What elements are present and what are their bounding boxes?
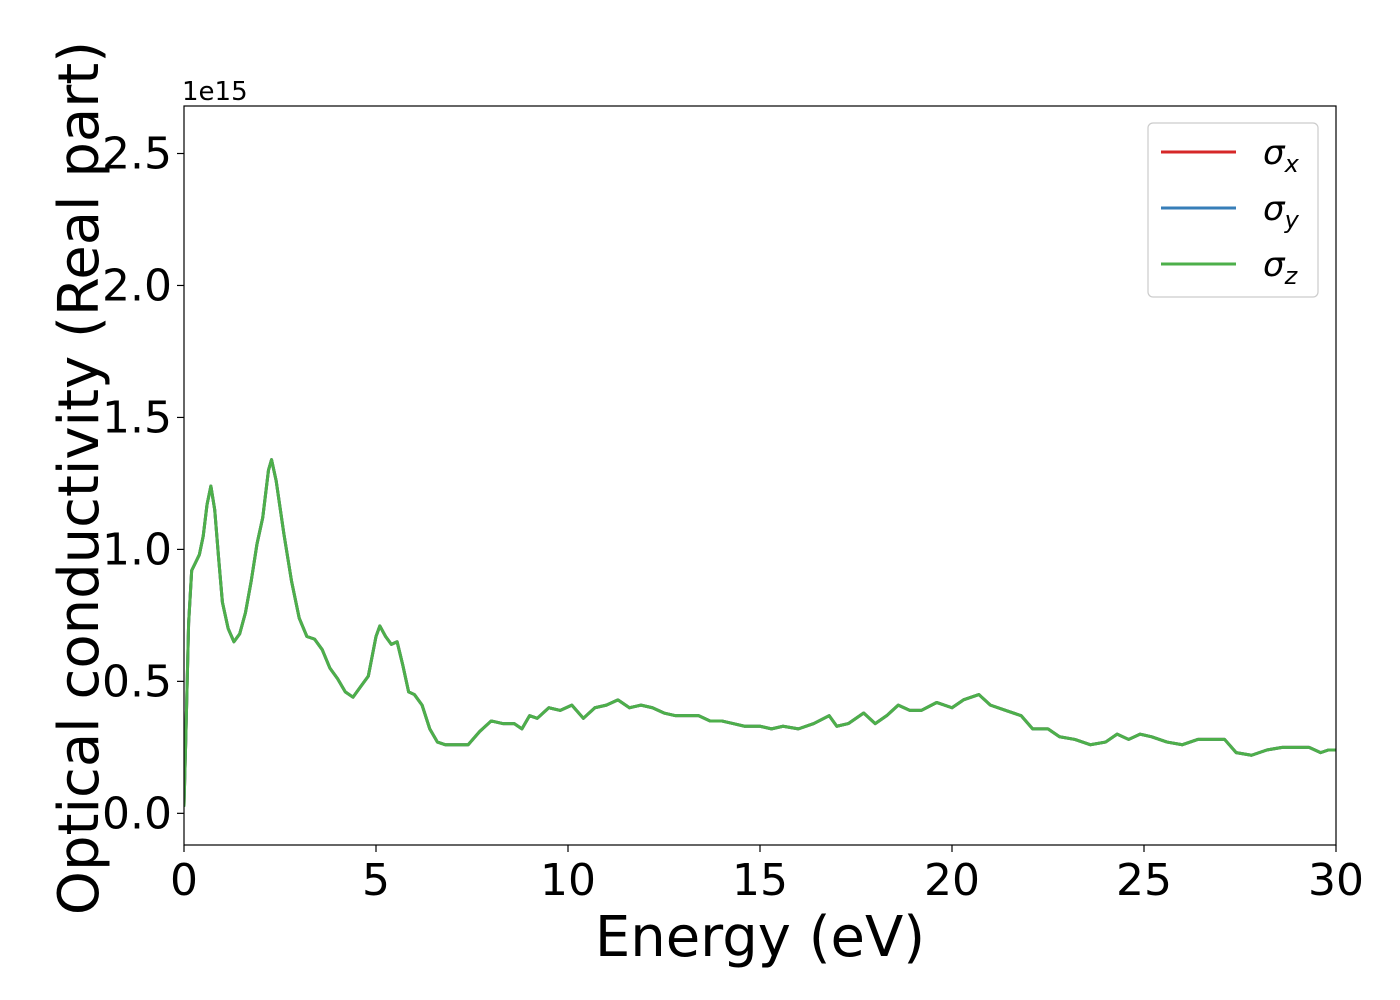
- x-tick-label: 25: [1116, 855, 1172, 906]
- legend-label-sigma-z: σz: [1263, 245, 1299, 290]
- x-tick-label: 5: [362, 855, 390, 906]
- x-axis-label: Energy (eV): [595, 905, 925, 970]
- y-tick-label: 1.0: [102, 524, 172, 575]
- x-tick-label: 10: [540, 855, 596, 906]
- y-axis: 0.0 0.5 1.0 1.5 2.0 2.5: [102, 129, 184, 839]
- series-line-sigma-y: [184, 458, 1336, 807]
- x-tick-label: 20: [924, 855, 980, 906]
- y-offset-label: 1e15: [182, 77, 248, 107]
- y-tick-label: 0.0: [102, 788, 172, 839]
- x-axis: 0 5 10 15 20 25 30: [170, 845, 1364, 906]
- y-tick-label: 2.5: [102, 129, 172, 180]
- x-tick-label: 15: [732, 855, 788, 906]
- legend-box: [1147, 122, 1319, 298]
- y-tick-label: 0.5: [102, 656, 172, 707]
- series-line-sigma-x: [184, 458, 1336, 807]
- plot-area: [184, 458, 1336, 807]
- y-tick-label: 1.5: [102, 392, 172, 443]
- y-tick-label: 2.0: [102, 260, 172, 311]
- series-line-sigma-z: [184, 458, 1336, 807]
- x-tick-label: 30: [1308, 855, 1364, 906]
- y-axis-label: Optical conductivity (Real part): [47, 41, 112, 915]
- x-tick-label: 0: [170, 855, 198, 906]
